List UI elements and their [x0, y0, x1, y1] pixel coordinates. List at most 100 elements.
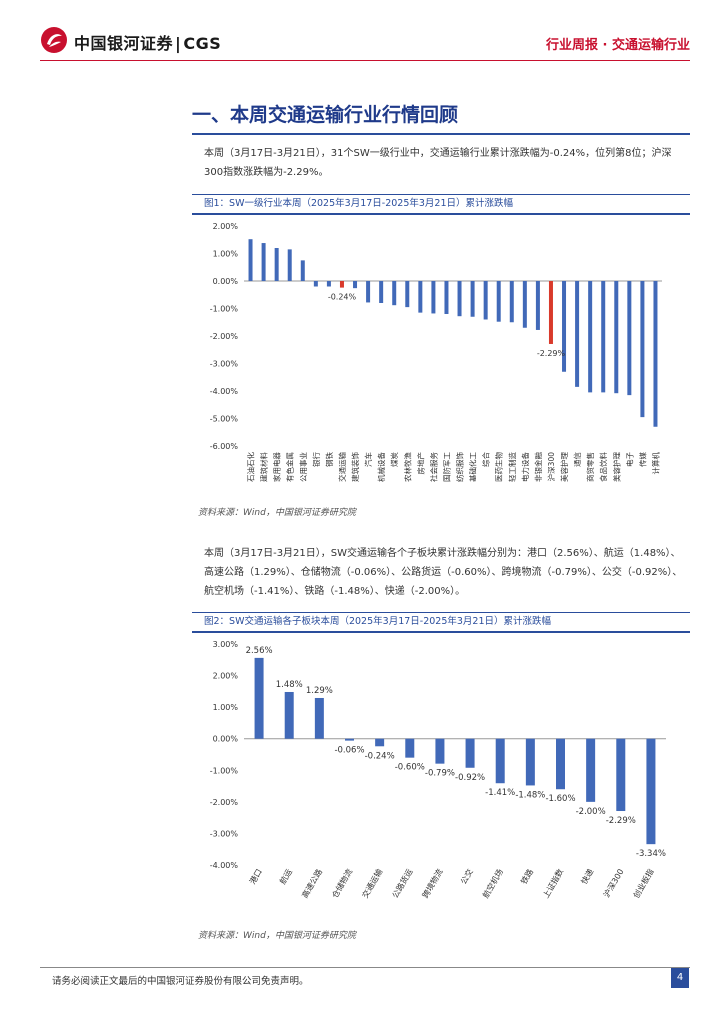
data-label: -0.60% — [395, 763, 425, 773]
x-tick-label: 铁路 — [518, 867, 535, 886]
x-tick-label: 房地产 — [415, 452, 425, 475]
data-label: 1.48% — [276, 680, 303, 690]
y-tick-label: 0.00% — [213, 277, 239, 286]
figure1-source: 资料来源：Wind，中国银河证券研究院 — [198, 508, 356, 518]
data-label: 1.29% — [306, 686, 333, 696]
bar-28 — [601, 281, 606, 393]
bar-23 — [535, 281, 540, 330]
x-tick-label: 建筑装饰 — [350, 452, 360, 482]
data-label: -3.34% — [636, 849, 666, 859]
header-divider — [40, 60, 690, 61]
data-label: -1.41% — [485, 788, 515, 798]
x-tick-label: 上证指数 — [541, 867, 566, 900]
bar-4 — [287, 249, 292, 281]
x-tick-label: 汽车 — [363, 452, 373, 467]
x-tick-label: 交通运输 — [337, 452, 347, 482]
bar-5 — [375, 738, 385, 747]
data-label: -0.79% — [425, 769, 455, 779]
x-tick-label: 石油石化 — [246, 452, 256, 482]
bar-20 — [496, 281, 501, 322]
bar-11 — [379, 281, 384, 303]
x-tick-label: 食品饮料 — [598, 452, 608, 482]
bar-4 — [345, 738, 354, 741]
x-tick-label: 沪深300 — [546, 452, 556, 482]
bar-25 — [562, 281, 567, 372]
bar-7 — [326, 281, 331, 287]
x-tick-label: 交通运输 — [360, 867, 385, 900]
x-tick-label: 钢铁 — [324, 452, 334, 467]
bar-8 — [465, 738, 475, 768]
y-tick-label: 1.00% — [213, 703, 239, 712]
figure1-caption-bar: 图1：SW一级行业本周（2025年3月17日-2025年3月21日）累计涨跌幅 — [192, 194, 690, 215]
brand-name-cn: 中国银河证券 — [74, 34, 174, 53]
x-tick-label: 农林牧渔 — [402, 452, 412, 482]
y-tick-label: -5.00% — [210, 415, 239, 424]
x-tick-label: 港口 — [247, 867, 264, 886]
x-tick-label: 国防军工 — [441, 452, 451, 482]
bar-27 — [588, 281, 593, 393]
x-tick-label: 轻工制造 — [507, 452, 517, 482]
y-tick-label: 2.00% — [213, 222, 239, 231]
bar-15 — [431, 281, 436, 314]
y-tick-label: -4.00% — [210, 387, 239, 396]
x-tick-label: 医药生物 — [494, 452, 504, 482]
x-tick-label: 美容护理 — [611, 452, 621, 482]
data-label: -2.29% — [606, 816, 636, 826]
x-tick-label: 公用事业 — [298, 452, 308, 482]
bar-1 — [248, 239, 253, 281]
x-tick-label: 高速公路 — [299, 867, 324, 900]
bar-14 — [646, 738, 656, 845]
bar-26 — [575, 281, 580, 387]
bar-6 — [313, 281, 318, 287]
bar-16 — [444, 281, 449, 314]
data-label: -1.48% — [515, 790, 545, 800]
y-tick-label: -3.00% — [210, 829, 239, 838]
data-label: -1.60% — [545, 794, 575, 804]
bar-9 — [353, 281, 358, 289]
bar-17 — [457, 281, 462, 317]
data-label: -2.29% — [537, 349, 566, 358]
brand-name: 中国银河证券 | CGS — [74, 34, 222, 53]
x-tick-label: 公交 — [458, 867, 475, 886]
bar-1 — [254, 657, 264, 739]
footer-divider — [40, 967, 690, 968]
bar-19 — [483, 281, 488, 320]
footer-disclaimer: 请务必阅读正文最后的中国银河证券股份有限公司免责声明。 — [52, 976, 309, 987]
figure1-caption: 图1：SW一级行业本周（2025年3月17日-2025年3月21日）累计涨跌幅 — [204, 198, 514, 209]
y-tick-label: -6.00% — [210, 442, 239, 451]
x-tick-label: 非银金融 — [533, 452, 543, 482]
brand-logo-icon — [41, 27, 67, 53]
paragraph-subsector-summary: 本周（3月17日-3月21日），SW交通运输各个子板块累计涨跌幅分别为：港口（2… — [204, 548, 683, 597]
y-tick-label: -2.00% — [210, 332, 239, 341]
y-tick-label: 0.00% — [213, 735, 239, 744]
x-tick-label: 通信 — [572, 452, 582, 467]
bar-10 — [525, 738, 535, 786]
x-tick-label: 美容护理 — [559, 452, 569, 482]
data-label: -0.92% — [455, 773, 485, 783]
bar-24 — [548, 281, 553, 344]
bar-18 — [470, 281, 475, 317]
x-tick-label: 公路货运 — [390, 867, 415, 900]
x-tick-label: 航运 — [277, 867, 294, 886]
bar-5 — [300, 260, 305, 281]
x-tick-label: 建筑材料 — [259, 452, 269, 482]
figure2-source: 资料来源：Wind，中国银河证券研究院 — [198, 931, 356, 941]
bar-3 — [274, 248, 279, 281]
x-tick-label: 跨境物流 — [420, 867, 445, 900]
bar-31 — [640, 281, 645, 418]
x-tick-label: 纺织服饰 — [455, 452, 465, 482]
section-title-divider — [192, 133, 690, 135]
y-tick-label: 3.00% — [213, 640, 239, 649]
brand-name-en: CGS — [183, 34, 222, 53]
y-tick-label: 2.00% — [213, 672, 239, 681]
x-tick-label: 沪深300 — [601, 867, 625, 899]
x-tick-label: 航空机场 — [480, 867, 505, 900]
bar-11 — [556, 738, 565, 790]
data-label: -0.06% — [334, 746, 364, 756]
bar-7 — [435, 738, 445, 764]
bar-9 — [495, 738, 505, 784]
y-tick-label: -1.00% — [210, 766, 239, 775]
y-tick-label: -3.00% — [210, 360, 239, 369]
bar-8 — [339, 281, 344, 288]
figure2-caption-bar: 图2：SW交通运输各子板块本周（2025年3月17日-2025年3月21日）累计… — [192, 612, 690, 633]
